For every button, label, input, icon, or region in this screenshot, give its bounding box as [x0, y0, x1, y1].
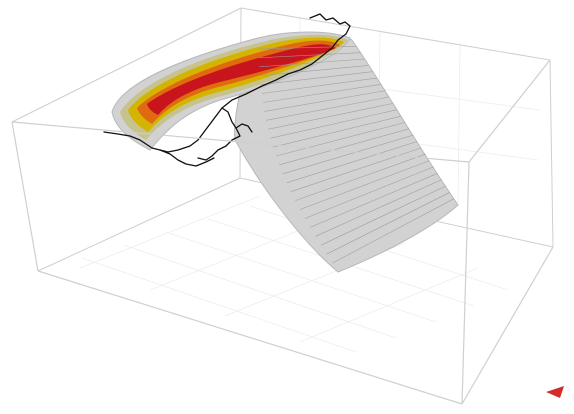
fault-plane-deep[interactable] — [234, 35, 459, 273]
fault-strike-lines — [258, 46, 455, 264]
fault-strike-line — [326, 192, 450, 255]
fault-strike-line — [264, 90, 385, 112]
fault-strike-line — [266, 96, 389, 121]
bounding-box-front — [11, 7, 554, 405]
fault-strike-line — [309, 173, 438, 228]
coastline — [103, 13, 351, 167]
fault-strike-line — [258, 46, 357, 50]
fault-strike-line — [275, 122, 406, 157]
fault-strike-line — [270, 109, 397, 139]
fault-strike-line — [260, 71, 373, 85]
fault-strike-line — [290, 147, 422, 192]
fault-strike-line — [320, 185, 446, 246]
fault-strike-line — [263, 84, 381, 103]
fault-strike-line — [258, 52, 361, 59]
slip-band-peak — [147, 44, 336, 115]
axes-orientation-icon[interactable] — [546, 386, 564, 398]
fault-strike-line — [279, 128, 410, 166]
fault-strike-line — [273, 115, 401, 148]
fault-strike-line — [282, 134, 414, 175]
fault-strike-line — [286, 141, 418, 184]
fault-strike-line — [261, 77, 377, 94]
fault-surface[interactable] — [111, 31, 459, 273]
fault-strike-line — [332, 198, 455, 264]
fault-strike-line — [299, 160, 430, 210]
fault-strike-line — [295, 153, 426, 201]
fault-strike-line — [260, 65, 369, 76]
fault-strike-line — [304, 166, 434, 219]
fault-strike-line — [315, 179, 442, 237]
fault-strike-line — [259, 58, 365, 68]
fault-strike-line — [268, 103, 393, 130]
